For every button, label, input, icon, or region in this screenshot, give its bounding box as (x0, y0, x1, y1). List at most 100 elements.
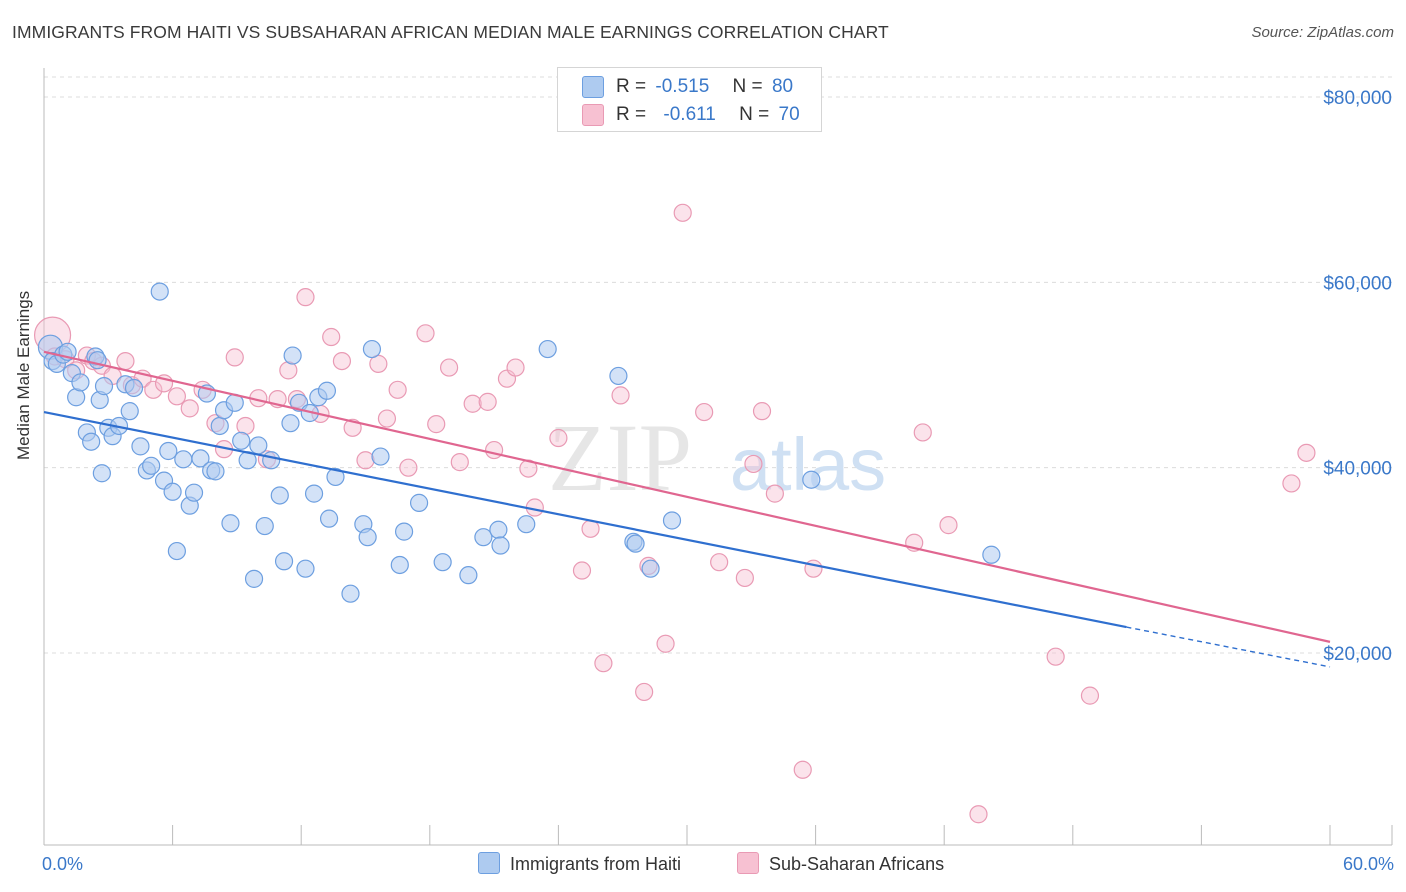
data-point-haiti (270, 486, 289, 505)
data-point-haiti (249, 436, 268, 455)
data-point-subsaharan (744, 454, 763, 474)
data-point-subsaharan (939, 516, 958, 535)
data-point-haiti (206, 462, 225, 481)
data-point-subsaharan (399, 458, 418, 477)
data-point-haiti (626, 534, 645, 553)
data-point-haiti (538, 339, 557, 359)
legend-subsaharan-swatch (737, 852, 759, 874)
data-point-haiti (120, 402, 139, 421)
data-point-haiti (124, 378, 144, 398)
data-point-haiti (281, 414, 300, 433)
data-point-subsaharan (463, 394, 482, 413)
legend-pink-r-label: R = (616, 104, 647, 125)
data-point-subsaharan (969, 805, 988, 824)
legend-blue-n-label: N = (732, 76, 763, 97)
data-point-subsaharan (180, 399, 199, 418)
data-point-subsaharan (710, 553, 729, 572)
data-point-subsaharan (322, 327, 341, 347)
legend-pink-n-value: 70 (778, 104, 800, 125)
data-point-haiti (71, 373, 90, 392)
data-point-haiti (641, 559, 660, 578)
data-point-haiti (150, 282, 169, 301)
data-point-haiti (184, 483, 204, 502)
data-point-subsaharan (572, 561, 592, 580)
data-point-subsaharan (343, 418, 362, 437)
data-point-subsaharan (635, 682, 654, 702)
axes (43, 68, 1393, 846)
data-point-subsaharan (225, 348, 244, 367)
data-point-haiti (341, 584, 360, 603)
data-point-haiti (131, 437, 150, 456)
data-point-subsaharan (167, 387, 186, 406)
data-point-subsaharan (116, 352, 135, 371)
data-point-haiti (459, 566, 478, 585)
y-tick-label: $80,000 (1323, 88, 1392, 109)
legend-item-haiti: Immigrants from Haiti (478, 852, 681, 875)
data-point-subsaharan (695, 402, 714, 422)
legend-pink-n-label: N = (739, 104, 770, 125)
data-point-haiti (409, 493, 429, 512)
chart-title: IMMIGRANTS FROM HAITI VS SUBSAHARAN AFRI… (12, 22, 889, 42)
data-point-subsaharan (356, 451, 375, 470)
legend-pink-swatch (582, 104, 604, 126)
legend-item-subsaharan: Sub-Saharan Africans (737, 852, 944, 875)
legend-blue-r-value: -0.515 (655, 76, 710, 97)
data-point-subsaharan (656, 634, 675, 653)
data-point-haiti (142, 456, 161, 475)
data-point-haiti (92, 464, 111, 483)
data-point-haiti (362, 339, 382, 359)
data-point-haiti (163, 482, 182, 501)
data-point-subsaharan (549, 428, 568, 448)
legend-pink-r-value: -0.611 (663, 104, 716, 125)
data-point-subsaharan (765, 484, 784, 503)
data-point-subsaharan (594, 654, 613, 673)
trend-line-subsaharan (43, 350, 1331, 643)
data-point-haiti (283, 346, 302, 365)
data-point-haiti (802, 470, 821, 489)
data-point-haiti (262, 451, 281, 470)
legend-blue-row: R = -0.515 N = 80 (616, 76, 793, 98)
watermark-atlas: atlas (730, 423, 886, 506)
data-point-haiti (491, 536, 510, 555)
trend-line-haiti-extension (1126, 626, 1331, 668)
data-point-subsaharan (427, 415, 446, 434)
x-tick-label: 0.0% (42, 854, 83, 874)
data-point-haiti (296, 559, 315, 578)
data-point-haiti (326, 467, 345, 487)
data-point-subsaharan (450, 453, 469, 472)
data-point-subsaharan (478, 392, 497, 411)
data-point-subsaharan (416, 324, 435, 343)
stats-legend: R = -0.515 N = 80 R = -0.611 N = 70 (557, 67, 822, 132)
series-blue-points (37, 282, 1001, 603)
data-point-haiti (358, 528, 377, 547)
data-point-subsaharan (1282, 474, 1301, 493)
trend-line-haiti (43, 410, 1127, 629)
y-tick-label: $40,000 (1323, 459, 1392, 480)
data-point-haiti (489, 520, 508, 539)
y-tick-label: $20,000 (1323, 644, 1392, 665)
legend-haiti-swatch (478, 852, 500, 874)
trend-lines (43, 350, 1331, 668)
data-point-haiti (394, 522, 414, 541)
watermark: ZIP atlas (548, 404, 886, 511)
data-point-subsaharan (611, 386, 630, 405)
source-label: Source: ZipAtlas.com (1251, 24, 1394, 41)
data-point-haiti (304, 484, 324, 503)
y-axis-label: Median Male Earnings (14, 290, 33, 460)
tick-labels: $20,000 $40,000 $60,000 $80,000 0.0% 60.0% (42, 88, 1394, 874)
legend-haiti-label: Immigrants from Haiti (510, 854, 682, 874)
data-point-haiti (221, 514, 240, 533)
legend-pink-row: R = -0.611 N = 70 (616, 104, 800, 126)
data-point-haiti (274, 552, 294, 571)
data-point-haiti (982, 545, 1001, 564)
data-point-haiti (317, 381, 337, 400)
data-point-haiti (244, 569, 264, 588)
data-point-haiti (371, 447, 390, 466)
data-point-subsaharan (439, 358, 459, 377)
data-point-subsaharan (735, 568, 754, 588)
data-point-haiti (94, 377, 114, 396)
data-point-subsaharan (793, 760, 812, 779)
legend-blue-r-label: R = (616, 76, 647, 97)
data-point-haiti (662, 511, 682, 530)
